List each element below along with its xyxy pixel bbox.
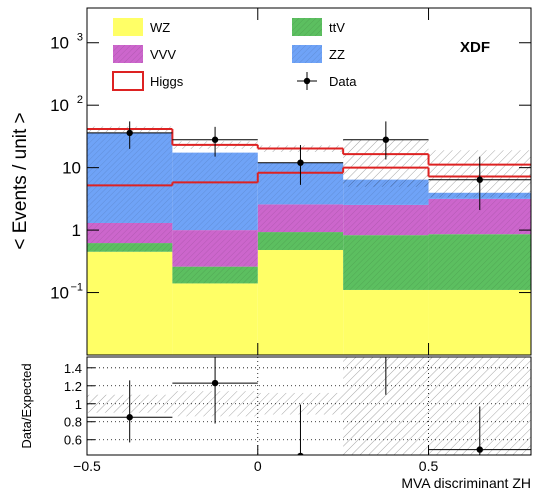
ratio-plot xyxy=(87,357,531,455)
plot-frame xyxy=(86,7,532,356)
legend-label: ZZ xyxy=(329,47,345,62)
y-tick-label: 1 xyxy=(72,221,81,240)
x-tick-label: −0.5 xyxy=(73,458,101,474)
y-tick-exponent: 3 xyxy=(77,32,83,44)
ratio-point xyxy=(126,414,133,421)
legend-swatch-texture xyxy=(292,18,322,36)
stack-texture xyxy=(87,243,173,252)
ratio-y-tick-label: 1.2 xyxy=(64,379,82,394)
stack-texture xyxy=(257,232,344,251)
legend-label: Data xyxy=(329,74,357,89)
ratio-y-label: Data/Expected xyxy=(19,363,34,448)
stack-bar xyxy=(343,289,429,355)
ratio-point xyxy=(476,446,483,453)
data-point xyxy=(126,129,133,137)
x-tick-label: 0 xyxy=(254,458,262,474)
y-axis-label: < Events / unit > xyxy=(10,112,31,249)
stack-texture xyxy=(343,235,429,290)
stack-bar xyxy=(87,251,173,355)
stack-texture xyxy=(172,230,258,267)
stack-bar xyxy=(172,283,258,355)
legend-swatch-texture xyxy=(113,45,143,63)
ratio-uncertainty-band xyxy=(257,392,344,415)
stack-bar xyxy=(257,250,344,355)
tick-base: 10 xyxy=(50,96,69,115)
stack-texture xyxy=(428,234,531,290)
data-point xyxy=(476,176,483,183)
y-tick-label: 10 xyxy=(50,34,69,53)
ratio-point xyxy=(297,452,304,455)
data-point xyxy=(211,136,219,143)
stack-texture xyxy=(172,152,258,231)
tick-base: 10 xyxy=(50,284,69,303)
legend-marker xyxy=(303,77,311,85)
legend-swatch xyxy=(113,18,143,36)
stack-texture xyxy=(257,204,344,233)
tick-base: 10 xyxy=(50,34,69,53)
x-tick-label: 0.5 xyxy=(419,458,439,474)
y-tick-exponent: −1 xyxy=(70,282,83,294)
y-tick-label: 10 xyxy=(50,284,69,303)
legend-label: ttV xyxy=(329,20,345,35)
ratio-y-tick-label: 0.6 xyxy=(64,433,82,448)
legend-label: VVV xyxy=(150,47,176,62)
ratio-point xyxy=(211,379,219,387)
y-tick-exponent: 2 xyxy=(77,94,83,106)
legend-swatch xyxy=(112,71,144,91)
stack-bar xyxy=(428,289,531,355)
data-point xyxy=(382,136,390,143)
stack-texture xyxy=(87,222,173,244)
y-tick-label: 10 xyxy=(50,96,69,115)
legend-label: Higgs xyxy=(150,74,184,89)
x-axis-label: MVA discriminant ZH xyxy=(401,475,531,491)
ratio-y-tick-label: 1 xyxy=(75,397,82,412)
legend-swatch-texture xyxy=(292,45,322,63)
main-plot xyxy=(87,121,531,355)
ratio-y-tick-label: 0.8 xyxy=(64,415,82,430)
stack-texture xyxy=(172,266,258,284)
annotation: XDF xyxy=(460,39,490,56)
stack-texture xyxy=(343,204,429,236)
data-point xyxy=(297,159,304,166)
y-tick-label: 10 xyxy=(62,159,81,178)
legend-label: WZ xyxy=(150,20,170,35)
ratio-y-tick-label: 1.4 xyxy=(64,361,82,376)
